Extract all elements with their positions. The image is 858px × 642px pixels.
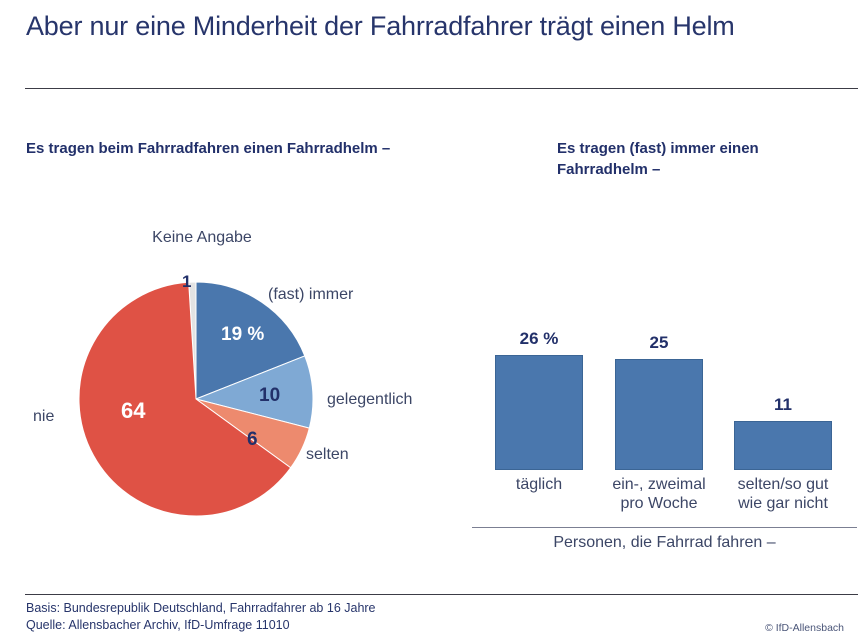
header-divider [25, 88, 858, 89]
pie-value-selten: 6 [247, 429, 258, 450]
footer-basis: Basis: Bundesrepublik Deutschland, Fahrr… [26, 601, 376, 615]
pie-label-gelegentlich: gelegentlich [327, 391, 413, 408]
pie-value-nie: 64 [121, 398, 146, 423]
left-margin-strip [0, 0, 4, 642]
bar-value-1: 25 [649, 333, 669, 352]
pie-slice-fast-immer [195, 281, 306, 400]
pie-chart: Keine Angabe (fast) immer gelegentlich s… [0, 200, 460, 540]
bar-column-ein-zweimal-pro-woche: 25 ein-, zweimal pro Woche [612, 333, 705, 512]
bar-category-0: täglich [515, 476, 563, 493]
bar-category-1: ein-, zweimal pro Woche [612, 476, 706, 512]
pie-value-gelegentlich: 10 [259, 385, 281, 406]
pie-label-selten: selten [306, 446, 349, 463]
bar-chart-baseline [472, 527, 857, 528]
pie-slices [78, 281, 314, 517]
bar-column-taeglich: 26 % täglich [495, 329, 583, 493]
pie-chart-svg [78, 281, 314, 517]
bar-value-0: 26 % [519, 329, 559, 348]
pie-label-keine-angabe: Keine Angabe [152, 229, 252, 246]
pie-value-keine-angabe: 1 [182, 272, 192, 291]
pie-label-nie: nie [33, 408, 55, 425]
bar-chart-xlabel: Personen, die Fahrrad fahren – [553, 534, 776, 551]
bar-rect-2 [734, 421, 832, 470]
bar-column-selten-so-gut-wie-gar-nicht: 11 selten/so gut wie gar nicht [734, 395, 832, 512]
bar-rect-0 [495, 355, 583, 470]
left-chart-title: Es tragen beim Fahrradfahren einen Fahrr… [26, 140, 391, 157]
footer-divider [25, 594, 858, 595]
pie-slice-gelegentlich [194, 355, 314, 429]
bar-chart: 26 % täglich 25 ein-, zweimal pro Woche … [460, 200, 858, 560]
footer-quelle: Quelle: Allensbacher Archiv, IfD-Umfrage… [26, 618, 290, 632]
bar-rect-1 [615, 359, 703, 470]
footer-source: Basis: Bundesrepublik Deutschland, Fahrr… [26, 600, 726, 634]
page-title: Aber nur eine Minderheit der Fahrradfahr… [26, 11, 735, 41]
pie-label-fast-immer: (fast) immer [268, 286, 354, 303]
pie-slice-nie [78, 281, 292, 517]
pie-value-fast-immer: 19 % [221, 324, 265, 345]
bar-value-2: 11 [774, 395, 792, 414]
copyright-notice: © IfD-Allensbach [765, 622, 844, 634]
bar-category-2: selten/so gut wie gar nicht [737, 476, 829, 512]
right-chart-title: Es tragen (fast) immer einen Fahrradhelm… [557, 140, 759, 178]
